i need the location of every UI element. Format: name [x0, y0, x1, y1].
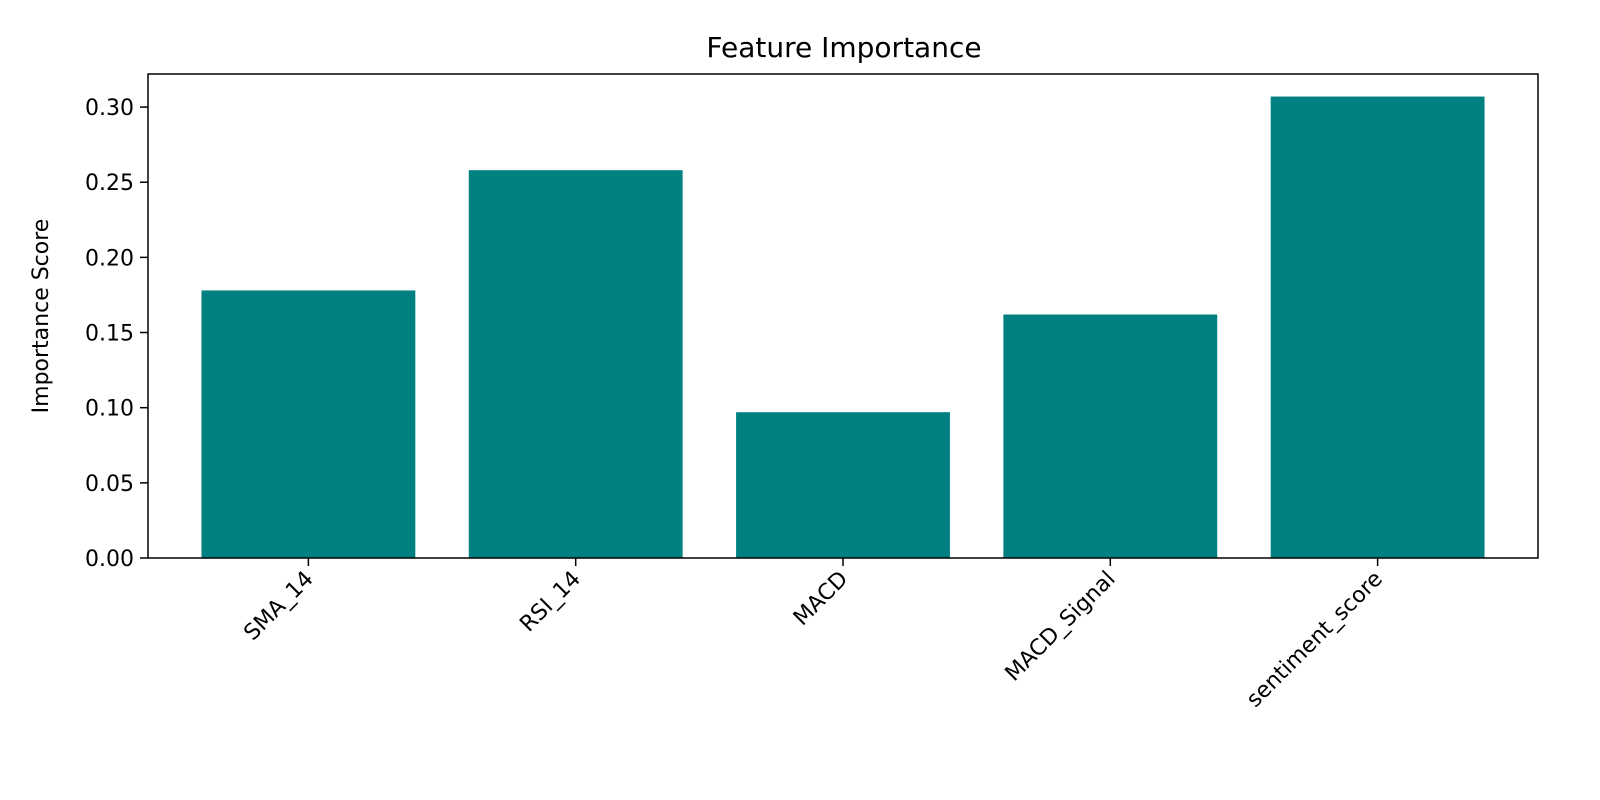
bar-sma-14	[201, 290, 416, 558]
chart-title: Feature Importance	[706, 31, 981, 64]
y-tick-label: 0.10	[85, 397, 134, 422]
y-axis-ticks: 0.00 0.05 0.10 0.15 0.20 0.25 0.30	[85, 96, 148, 572]
x-tick-label: RSI_14	[515, 567, 586, 638]
bar-macd	[736, 412, 950, 558]
y-tick-label: 0.15	[85, 322, 134, 347]
bar-rsi-14	[468, 170, 683, 558]
y-tick-label: 0.20	[85, 246, 134, 271]
y-tick-label: 0.05	[85, 472, 134, 497]
y-tick-label: 0.25	[85, 171, 134, 196]
bars-group	[201, 96, 1485, 559]
plot-frame	[147, 73, 1539, 559]
bar-sentiment-score	[1270, 96, 1485, 559]
bar-macd-signal	[1003, 314, 1218, 558]
y-axis-label: Importance Score	[29, 219, 54, 414]
x-tick-label: sentiment_score	[1242, 567, 1388, 713]
y-tick-label: 0.30	[85, 96, 134, 121]
y-tick-label: 0.00	[85, 547, 134, 572]
x-tick-label: SMA_14	[239, 567, 318, 646]
x-axis-ticks: SMA_14 RSI_14 MACD MACD_Signal sentiment_sco…	[239, 558, 1388, 713]
x-tick-label: MACD_Signal	[1001, 567, 1121, 687]
x-tick-label: MACD	[789, 567, 853, 631]
